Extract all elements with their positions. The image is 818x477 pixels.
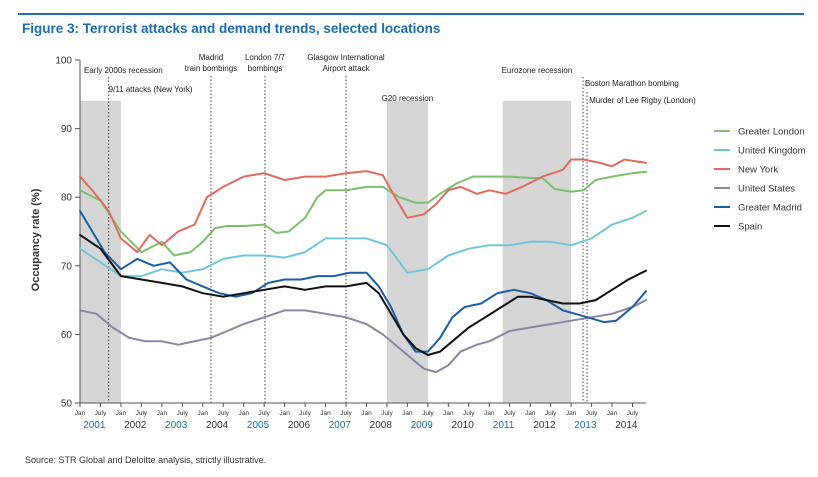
x-month-label: Jan	[361, 410, 372, 417]
x-month-label: July	[95, 410, 107, 417]
x-month-label: July	[504, 410, 516, 417]
x-month-label: July	[340, 410, 352, 417]
x-year-label: 2005	[247, 420, 270, 431]
shaded-period-label: Early 2000s recession	[84, 66, 163, 75]
x-month-label: July	[136, 410, 148, 417]
shaded-period	[502, 101, 572, 403]
legend-label: Greater London	[738, 127, 805, 138]
shaded-period	[386, 101, 428, 403]
x-month-label: Jan	[525, 410, 536, 417]
x-year-label: 2014	[615, 420, 638, 431]
shaded-period-label: G20 recession	[382, 94, 434, 103]
y-axis-label: Occupancy rate (%)	[30, 188, 42, 291]
x-month-label: July	[258, 410, 270, 417]
x-year-label: 2004	[206, 420, 229, 431]
series-line-spain	[79, 233, 647, 356]
legend-label: New York	[738, 165, 778, 176]
legend-label: Greater Madrid	[738, 203, 802, 214]
y-tick-label: 100	[55, 56, 72, 67]
y-tick-label: 90	[61, 124, 73, 135]
figure-title: Figure 3: Terrorist attacks and demand t…	[22, 21, 441, 36]
x-month-label: Jan	[402, 410, 413, 417]
x-year-label: 2011	[493, 420, 515, 431]
x-month-label: Jan	[279, 410, 290, 417]
event-label: Boston Marathon bombing	[585, 79, 679, 88]
series-line-united-kingdom	[79, 209, 647, 278]
series-line-new-york	[79, 158, 647, 254]
shaded-period-label: Eurozone recession	[502, 66, 573, 75]
x-month-label: Jan	[566, 410, 577, 417]
x-month-label: July	[299, 410, 311, 417]
legend-label: Spain	[738, 222, 762, 233]
x-month-label: July	[422, 410, 434, 417]
x-year-label: 2002	[124, 420, 147, 431]
legend-label: United Kingdom	[738, 146, 806, 157]
x-year-label: 2008	[370, 420, 393, 431]
x-year-label: 2001	[83, 420, 106, 431]
event-label: Murder of Lee Rigby (London)	[589, 96, 696, 105]
x-month-label: Jan	[320, 410, 331, 417]
x-month-label: Jan	[484, 410, 495, 417]
y-tick-label: 50	[61, 399, 73, 410]
title-rule	[18, 13, 804, 15]
x-year-label: 2009	[411, 420, 434, 431]
x-month-label: July	[627, 410, 639, 417]
x-year-label: 2007	[329, 420, 352, 431]
x-month-label: July	[217, 410, 229, 417]
y-tick-label: 80	[61, 193, 73, 204]
x-month-label: July	[463, 410, 475, 417]
event-label: Glasgow International Airport attack	[307, 53, 385, 73]
x-month-label: Jan	[443, 410, 454, 417]
series-line-greater-london	[79, 170, 647, 257]
x-year-label: 2012	[533, 420, 556, 431]
x-month-label: July	[545, 410, 557, 417]
x-month-label: Jan	[116, 410, 127, 417]
x-year-label: 2006	[288, 420, 311, 431]
series-line-greater-madrid	[79, 209, 647, 353]
x-month-label: Jan	[75, 410, 86, 417]
x-month-label: July	[586, 410, 598, 417]
x-month-label: July	[177, 410, 189, 417]
y-tick-label: 60	[61, 330, 73, 341]
x-month-label: Jan	[198, 410, 209, 417]
x-year-label: 2010	[452, 420, 475, 431]
event-label: 9/11 attacks (New York)	[109, 85, 193, 94]
x-month-label: Jan	[157, 410, 168, 417]
series-line-united-states	[79, 299, 647, 374]
x-year-label: 2003	[165, 420, 188, 431]
x-month-label: Jan	[607, 410, 618, 417]
x-year-label: 2013	[574, 420, 597, 431]
shaded-period	[80, 101, 121, 403]
event-label: London 7/7 bombings	[245, 53, 286, 73]
event-label: Madrid train bombings	[185, 53, 237, 73]
legend-label: United States	[738, 184, 795, 195]
source-note: Source: STR Global and Deloitte analysis…	[25, 455, 267, 465]
y-tick-label: 70	[61, 261, 73, 272]
x-month-label: Jan	[238, 410, 249, 417]
x-month-label: July	[381, 410, 393, 417]
